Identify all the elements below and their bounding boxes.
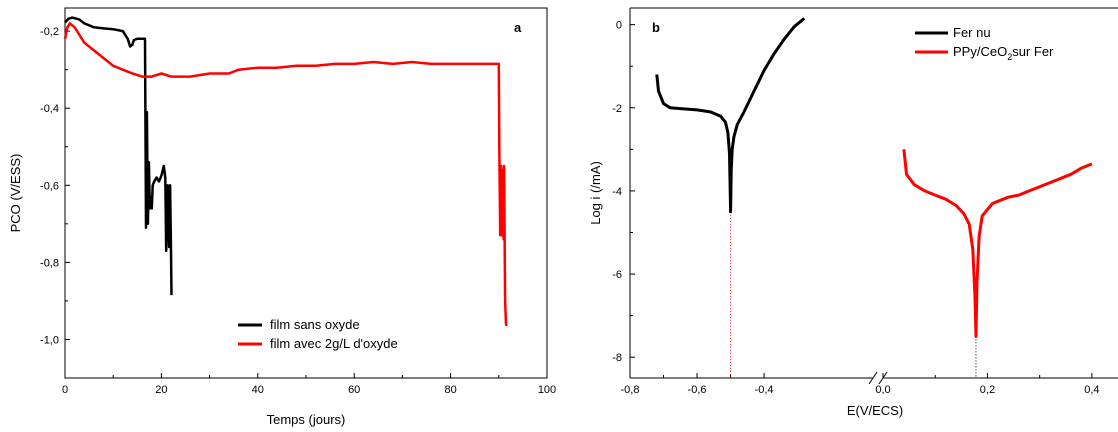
ticks-a: 0 20 40 60 80 100 -0,2 -0,4 -0,6 -0,8 -1,0 [40,26,556,396]
panel-label-a: a [514,20,522,35]
legend-label-b-1: PPy/CeO2sur Fer [953,44,1054,62]
x-tick-label-b-1: -0,6 [688,384,707,396]
x-tick-label-b-4: 0,2 [980,384,995,396]
x-tick-label-a-5: 100 [538,384,556,396]
y-tick-label-a-2: -0,6 [40,180,59,192]
series-line-b-0 [655,17,806,214]
ecorr-lines-b [730,211,977,378]
x-tick-label-a-4: 80 [444,384,456,396]
legend-a: film sans oxyde film avec 2g/L d'oxyde [238,317,398,351]
x-tick-label-a-3: 60 [348,384,360,396]
x-tick-label-b-5: 0,4 [1084,384,1099,396]
series-b [655,17,1093,338]
legend-label-a-1: film avec 2g/L d'oxyde [270,336,398,351]
x-tick-label-a-2: 40 [252,384,264,396]
series-line-a-0 [64,16,173,296]
panel-label-b: b [652,20,660,35]
x-tick-label-b-3: 0,0 [875,384,890,396]
y-tick-label-a-0: -0,2 [40,26,59,38]
ticks-b: -0,8 -0,6 -0,4 0,0 0,2 0,4 0 -2 -4 -6 -8 [612,20,1099,396]
y-tick-label-a-4: -1,0 [40,334,59,346]
y-tick-label-b-4: -8 [612,352,622,364]
y-tick-label-a-3: -0,8 [40,257,59,269]
series-a [63,16,508,327]
legend-label-b-0: Fer nu [953,25,991,40]
panel-a: 0 20 40 60 80 100 -0,2 -0,4 -0,6 -0,8 -1,0 a Temps… [8,7,556,427]
y-axis-label-a: PCO (V/ESS) [8,154,23,233]
y-tick-label-b-2: -4 [612,186,622,198]
legend-b: Fer nu PPy/CeO2sur Fer [915,25,1054,62]
panel-b: -0,8 -0,6 -0,4 0,0 0,2 0,4 0 -2 -4 -6 -8 b E(V/ECS… [588,7,1118,418]
series-line-a-1 [63,22,508,327]
series-line-b-1 [902,149,1093,338]
x-tick-label-a-0: 0 [62,384,68,396]
y-tick-label-b-1: -2 [612,103,622,115]
y-tick-label-b-3: -6 [612,269,622,281]
x-tick-label-b-0: -0,8 [621,384,640,396]
x-axis-label-a: Temps (jours) [267,412,346,427]
x-tick-label-a-1: 20 [155,384,167,396]
y-tick-label-b-0: 0 [616,20,622,32]
y-tick-label-a-1: -0,4 [40,103,59,115]
legend-label-a-0: film sans oxyde [270,317,360,332]
x-axis-label-b: E(V/ECS) [847,403,903,418]
x-tick-label-b-2: -0,4 [755,384,774,396]
y-axis-label-b: Log i (/mA) [588,161,603,225]
